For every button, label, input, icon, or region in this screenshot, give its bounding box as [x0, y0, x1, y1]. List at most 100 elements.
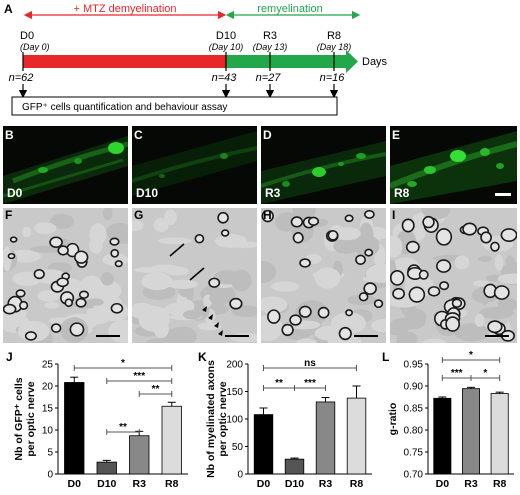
x-tick-label: D0: [436, 478, 450, 490]
myelinated-axon: [267, 309, 281, 324]
myelinated-axon: [338, 326, 352, 341]
timepoint-label: D10: [136, 186, 159, 200]
significance-label: *: [469, 350, 473, 361]
timepoint-day: (Day 18): [317, 42, 352, 52]
myelinated-axon: [493, 285, 510, 300]
myelinated-axon: [364, 248, 374, 257]
fluorescence-image-d0: D0: [3, 126, 128, 204]
myelinated-axon: [229, 297, 243, 310]
panel-letter-i: I: [392, 208, 396, 222]
timepoint-n: n=43: [212, 72, 238, 84]
electron-micrograph-d0: [3, 208, 128, 343]
myelinated-axon: [114, 260, 123, 268]
arrowhead-marker: [214, 322, 219, 328]
tissue-texture: [141, 272, 173, 291]
bar: [346, 397, 367, 475]
myelinated-axon: [194, 234, 205, 244]
myelinated-axon: [261, 209, 274, 223]
myelinated-axon: [490, 241, 500, 252]
y-axis-label: per optic nerve: [25, 381, 37, 456]
myelinated-axon: [436, 259, 452, 273]
myelinated-axon: [435, 228, 453, 246]
myelinated-axon: [390, 269, 405, 286]
x-tick-label: R3: [133, 478, 147, 490]
tissue-texture: [333, 238, 359, 254]
myelinated-axon: [220, 229, 230, 237]
y-tick-label: 0: [237, 470, 243, 481]
arrow-marker: [189, 267, 205, 281]
significance-label: **: [275, 378, 283, 389]
tissue-texture: [49, 213, 75, 230]
tissue-texture: [261, 260, 277, 284]
y-tick-label: 0.75: [404, 448, 424, 459]
myelinated-axon: [289, 314, 302, 326]
y-tick-label: 50: [232, 442, 244, 453]
myelinated-axon: [364, 209, 375, 219]
bar: [433, 397, 452, 475]
tissue-texture: [197, 322, 222, 331]
myelinated-axon: [110, 302, 124, 314]
fluorescence-image-r8: R8: [390, 126, 517, 204]
chart-myelinated-axons: 0 50 100 150 200 Nb of myelinated axons per op…: [205, 358, 372, 490]
myelinated-axon: [9, 236, 18, 243]
panel-letter-j: J: [6, 350, 13, 364]
y-tick-label: 0.85: [404, 404, 424, 415]
gfp-cells-image: [261, 141, 386, 204]
tissue-texture: [454, 255, 470, 270]
tissue-texture: [371, 319, 386, 333]
tissue-texture: [100, 271, 114, 286]
y-tick-label: 150: [226, 387, 243, 398]
tissue-texture: [86, 298, 104, 307]
y-axis-label: per optic nerve: [217, 381, 229, 456]
tissue-texture: [37, 290, 61, 302]
scale-bar: [225, 335, 249, 337]
tissue-texture: [132, 219, 144, 232]
x-tick-label: R8: [493, 478, 507, 490]
tissue-texture: [150, 264, 179, 273]
significance-label: ***: [304, 378, 316, 389]
panel-letter-c: C: [134, 128, 143, 142]
scale-bar: [96, 335, 120, 337]
timepoint-name: R8: [327, 30, 341, 42]
tissue-texture: [296, 338, 317, 343]
tissue-texture: [183, 309, 202, 320]
electron-micrograph-d10: [132, 208, 257, 343]
tissue-texture: [331, 312, 367, 334]
x-tick-label: R3: [464, 478, 478, 490]
tissue-texture: [314, 267, 341, 289]
arrowhead-marker: [208, 314, 213, 320]
myelinated-axon: [49, 236, 63, 248]
x-tick-label: R8: [165, 478, 179, 490]
arrow-marker: [169, 243, 185, 257]
myelinated-axon: [109, 237, 120, 246]
fluorescence-image-r3: R3: [261, 126, 386, 204]
myelinated-axon: [327, 230, 339, 241]
tissue-texture: [261, 296, 288, 314]
timepoint-day: (Day 0): [20, 42, 50, 52]
panel-letter-d: D: [263, 128, 272, 142]
assay-box: [11, 96, 338, 116]
timeline-arrowhead: [346, 50, 358, 73]
y-tick-label: 200: [226, 360, 243, 371]
myelinated-axon: [69, 322, 85, 337]
assay-box-label: GFP⁺ cells quantification and behaviour …: [22, 102, 227, 113]
timepoint-day: (Day 10): [209, 42, 244, 52]
y-tick-label: 20: [42, 382, 54, 393]
timepoint-n: n=16: [320, 72, 346, 84]
tissue-texture: [179, 299, 195, 314]
myelinated-axon: [427, 286, 441, 297]
timepoint-label: R8: [394, 186, 410, 200]
tissue-texture: [497, 297, 517, 312]
tissue-texture: [167, 279, 198, 290]
x-tick-label: D10: [285, 478, 304, 490]
y-tick-label: 100: [226, 415, 243, 426]
panel-letter-f: F: [5, 208, 13, 222]
scale-bar: [495, 193, 511, 196]
tissue-texture: [473, 280, 491, 287]
significance-label: **: [119, 422, 127, 433]
myelinated-axon: [358, 292, 369, 302]
myelinated-axon: [50, 323, 62, 333]
y-tick-label: 10: [42, 426, 54, 437]
